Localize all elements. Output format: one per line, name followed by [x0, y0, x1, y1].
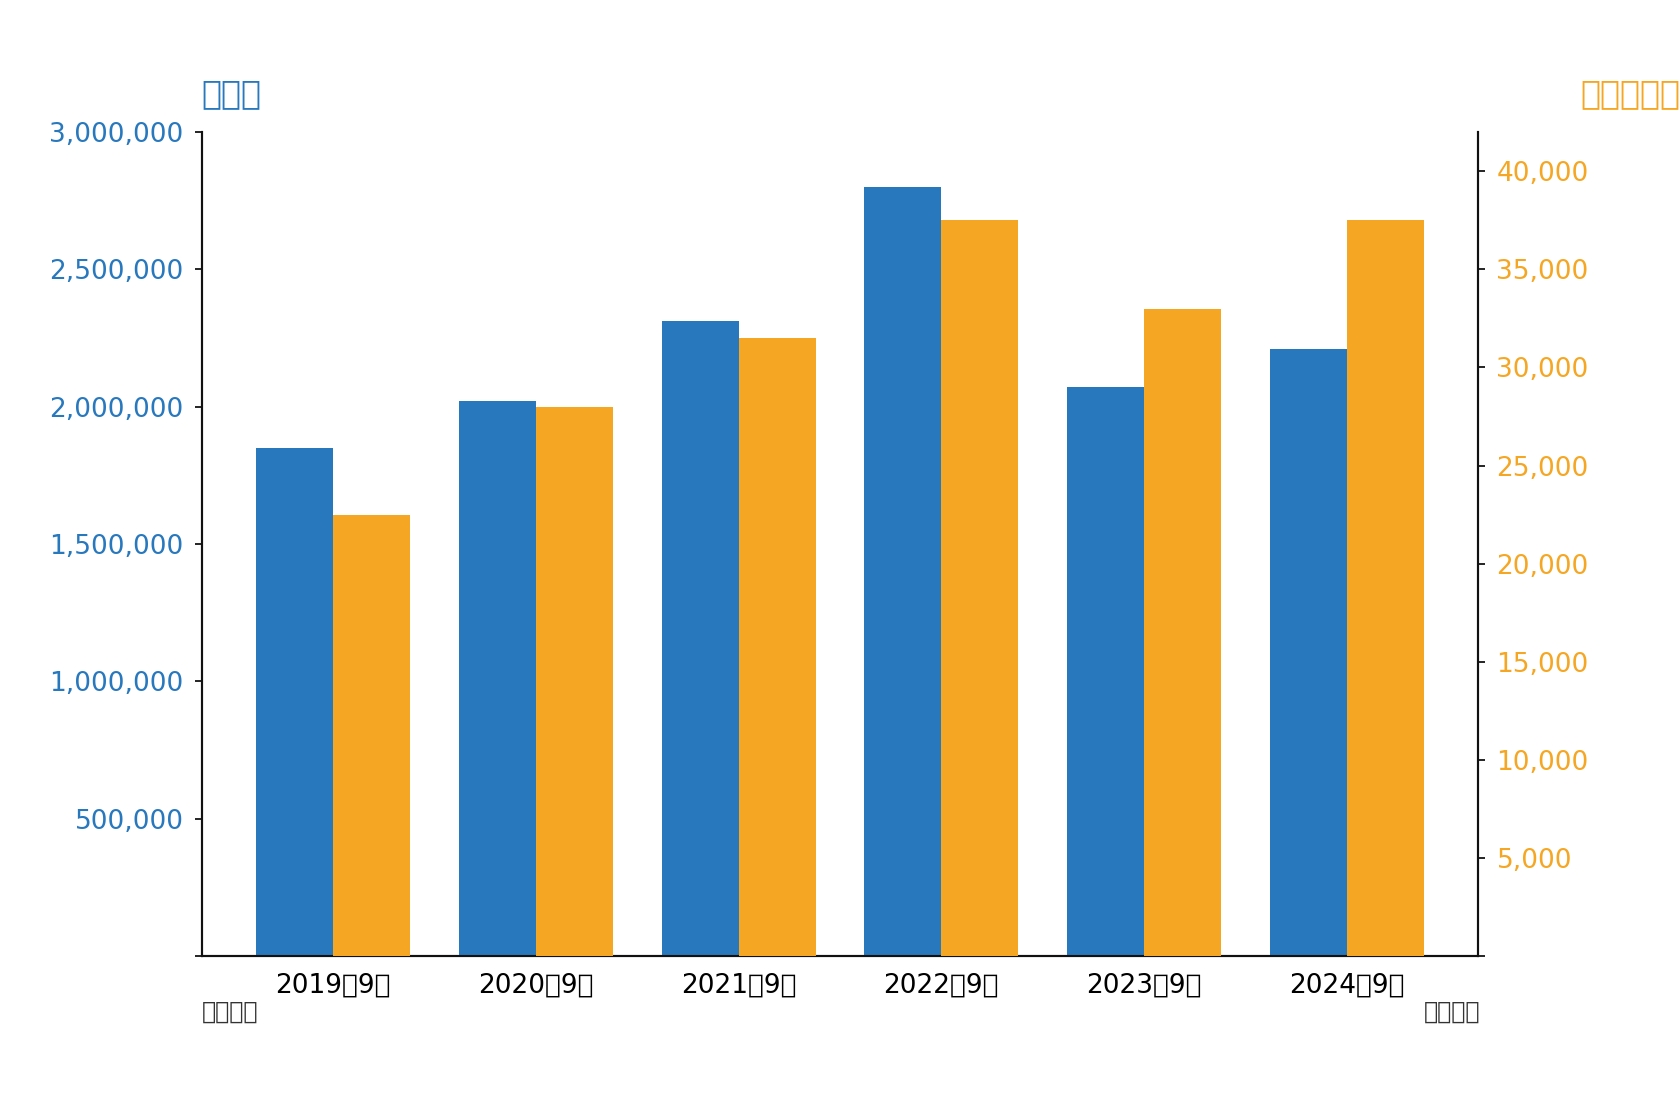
Bar — [864, 187, 941, 956]
Text: 当期純利益: 当期純利益 — [1579, 77, 1680, 110]
Text: 売上高: 売上高 — [202, 77, 262, 110]
Text: （千円）: （千円） — [1423, 1000, 1480, 1024]
Bar — [1067, 387, 1144, 956]
Bar — [1347, 220, 1423, 956]
Text: （千円）: （千円） — [202, 1000, 259, 1024]
Bar — [333, 514, 410, 956]
Bar — [662, 321, 739, 956]
Bar — [257, 448, 333, 956]
Bar — [459, 401, 536, 956]
Bar — [1270, 348, 1347, 956]
Bar — [536, 407, 613, 956]
Bar — [739, 338, 816, 956]
Bar — [941, 220, 1018, 956]
Bar — [1144, 309, 1221, 956]
